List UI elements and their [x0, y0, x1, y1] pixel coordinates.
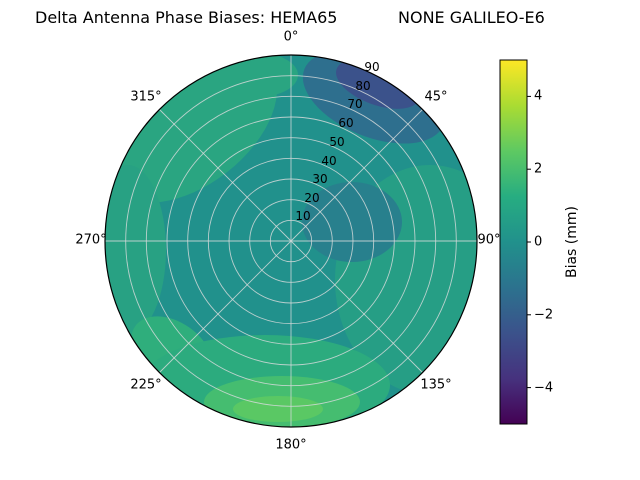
colorbar-tick-2: 2	[534, 161, 543, 177]
colorbar-tick-neg2: −2	[534, 307, 554, 323]
theta-label-0: 0°	[283, 29, 299, 45]
colorbar-tick-4: 4	[534, 88, 543, 104]
r-label-10: 10	[295, 209, 311, 223]
theta-label-135: 135°	[420, 377, 452, 393]
plot-title-right: NONE GALILEO-E6	[398, 8, 545, 27]
r-label-50: 50	[329, 135, 345, 149]
plot-title-left: Delta Antenna Phase Biases: HEMA65	[35, 8, 338, 27]
colorbar-gradient	[499, 59, 528, 425]
colorbar	[499, 59, 531, 425]
theta-label-270: 270°	[75, 232, 107, 248]
colorbar-axis-label: Bias (mm)	[564, 205, 580, 279]
theta-label-225: 225°	[130, 377, 162, 393]
r-label-80: 80	[355, 79, 371, 93]
r-label-30: 30	[312, 172, 328, 186]
polar-grid	[105, 55, 477, 427]
contour-field	[105, 55, 477, 427]
r-label-70: 70	[347, 97, 363, 111]
theta-label-90: 90°	[477, 232, 501, 248]
theta-label-180: 180°	[275, 437, 307, 453]
r-label-90: 90	[364, 60, 380, 74]
theta-label-315: 315°	[130, 89, 162, 105]
colorbar-tick-marks	[527, 95, 531, 389]
r-label-20: 20	[304, 191, 320, 205]
colorbar-tick-neg4: −4	[534, 380, 554, 396]
theta-label-45: 45°	[424, 89, 448, 105]
r-label-60: 60	[338, 116, 354, 130]
r-label-40: 40	[321, 154, 337, 168]
polar-outline	[104, 54, 478, 428]
colorbar-tick-0: 0	[534, 234, 543, 250]
